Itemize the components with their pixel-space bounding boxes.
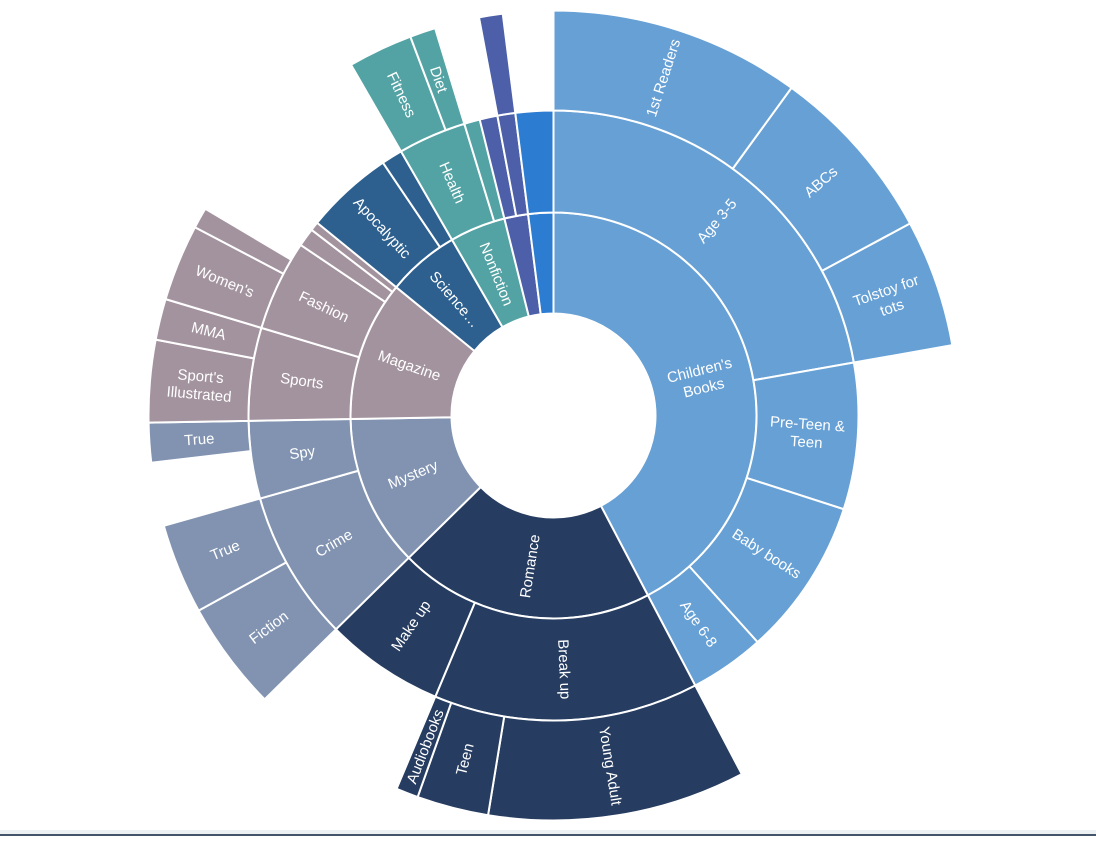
slice-label: True [184, 430, 215, 449]
slice-label: Spy [288, 443, 317, 464]
slice-unlabeled[interactable] [193, 207, 293, 275]
window-bottom-border [0, 834, 1096, 836]
slice-true[interactable] [162, 497, 288, 612]
slice-tolstoy-for-tots[interactable] [821, 222, 954, 364]
slice-label: Break up [554, 639, 573, 700]
slice-unlabeled[interactable] [478, 12, 517, 117]
window-bottom-band [0, 830, 1096, 835]
slice-label: Sport'sIllustrated [166, 365, 234, 405]
slice-label: Pre-Teen &Teen [768, 413, 845, 453]
slice-unlabeled[interactable] [514, 109, 555, 216]
slice-label: Sports [279, 370, 324, 393]
